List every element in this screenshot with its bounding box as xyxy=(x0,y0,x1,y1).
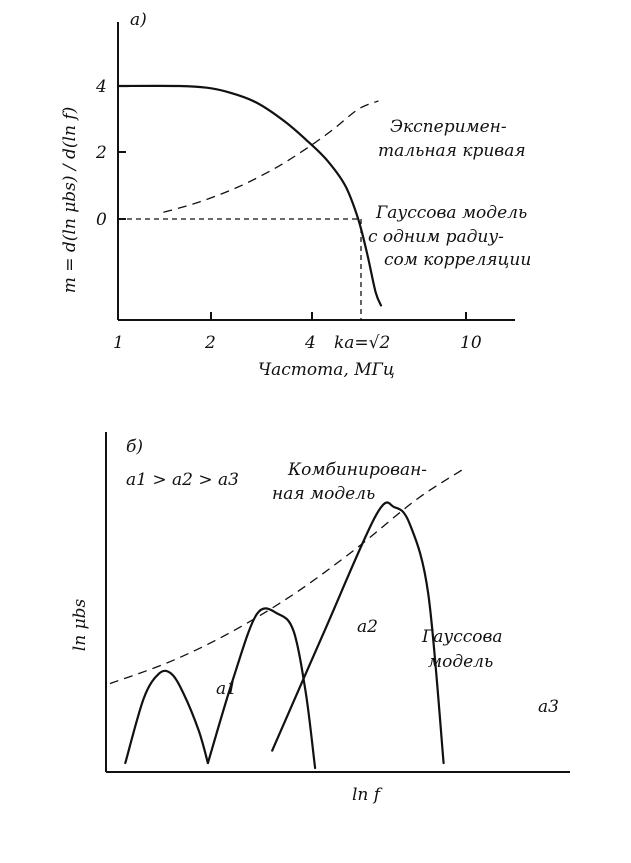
panel-a-series-label: Гауссова модель xyxy=(375,203,527,223)
panel-b-series-label: ная модель xyxy=(272,484,375,504)
panel-a-series-experimental xyxy=(163,100,379,213)
panel-b-inequality: a1 > a2 > a3 xyxy=(126,470,239,490)
panel-a-xlabel: Частота, МГц xyxy=(258,360,395,380)
panel-b-series-label: a2 xyxy=(357,617,378,637)
panel-a: 4 2 0 1 2 4 10 ka=√2 a) m = d(ln μbs) / … xyxy=(60,10,531,380)
panel-a-ylabel-text: m = d(ln μbs) / d(ln f) xyxy=(60,107,80,294)
panel-b-series-label: Комбинирован- xyxy=(287,460,427,480)
panel-a-xtick-label: 4 xyxy=(304,333,316,353)
panel-a-label: a) xyxy=(130,10,147,30)
panel-a-series-label: с одним радиу- xyxy=(368,227,504,247)
panel-a-ytick-label: 2 xyxy=(95,143,107,163)
panel-b-label: б) xyxy=(126,437,143,457)
panel-b-ylabel-text: ln μbs xyxy=(70,599,90,652)
panel-b-xlabel: ln f xyxy=(352,785,383,805)
panel-b-annotation: модель xyxy=(428,652,493,672)
panel-a-ylabel: m = d(ln μbs) / d(ln f) xyxy=(60,107,80,294)
panel-b-annotation: Гауссова xyxy=(421,627,503,647)
panel-a-xtick-label: 10 xyxy=(460,333,482,353)
panel-a-series-label: тальная кривая xyxy=(378,141,526,161)
panel-a-ytick-label: 4 xyxy=(95,77,107,97)
panel-b-series-label: a1 xyxy=(216,679,237,699)
panel-a-series-label: сом корреляции xyxy=(384,250,531,270)
panel-a-ytick-label: 0 xyxy=(96,210,107,230)
panel-a-ka-marker: ka=√2 xyxy=(334,333,390,353)
panel-a-series-label: Эксперимен- xyxy=(390,117,507,137)
panel-a-xtick-label: 1 xyxy=(113,333,124,353)
panel-b-series-a3 xyxy=(271,501,445,765)
panel-b-series-a1 xyxy=(124,669,209,765)
panel-a-xtick-label: 2 xyxy=(204,333,216,353)
panel-a-series-gaussian xyxy=(116,84,383,307)
panel-b-series-combined xyxy=(109,469,463,685)
panel-b-series-a2 xyxy=(206,607,317,770)
panel-b-ylabel: ln μbs xyxy=(70,599,90,652)
panel-b: б) a1 > a2 > a3 ln μbs ln f Комбинирован… xyxy=(70,432,570,805)
panel-b-series-label: a3 xyxy=(538,697,559,717)
